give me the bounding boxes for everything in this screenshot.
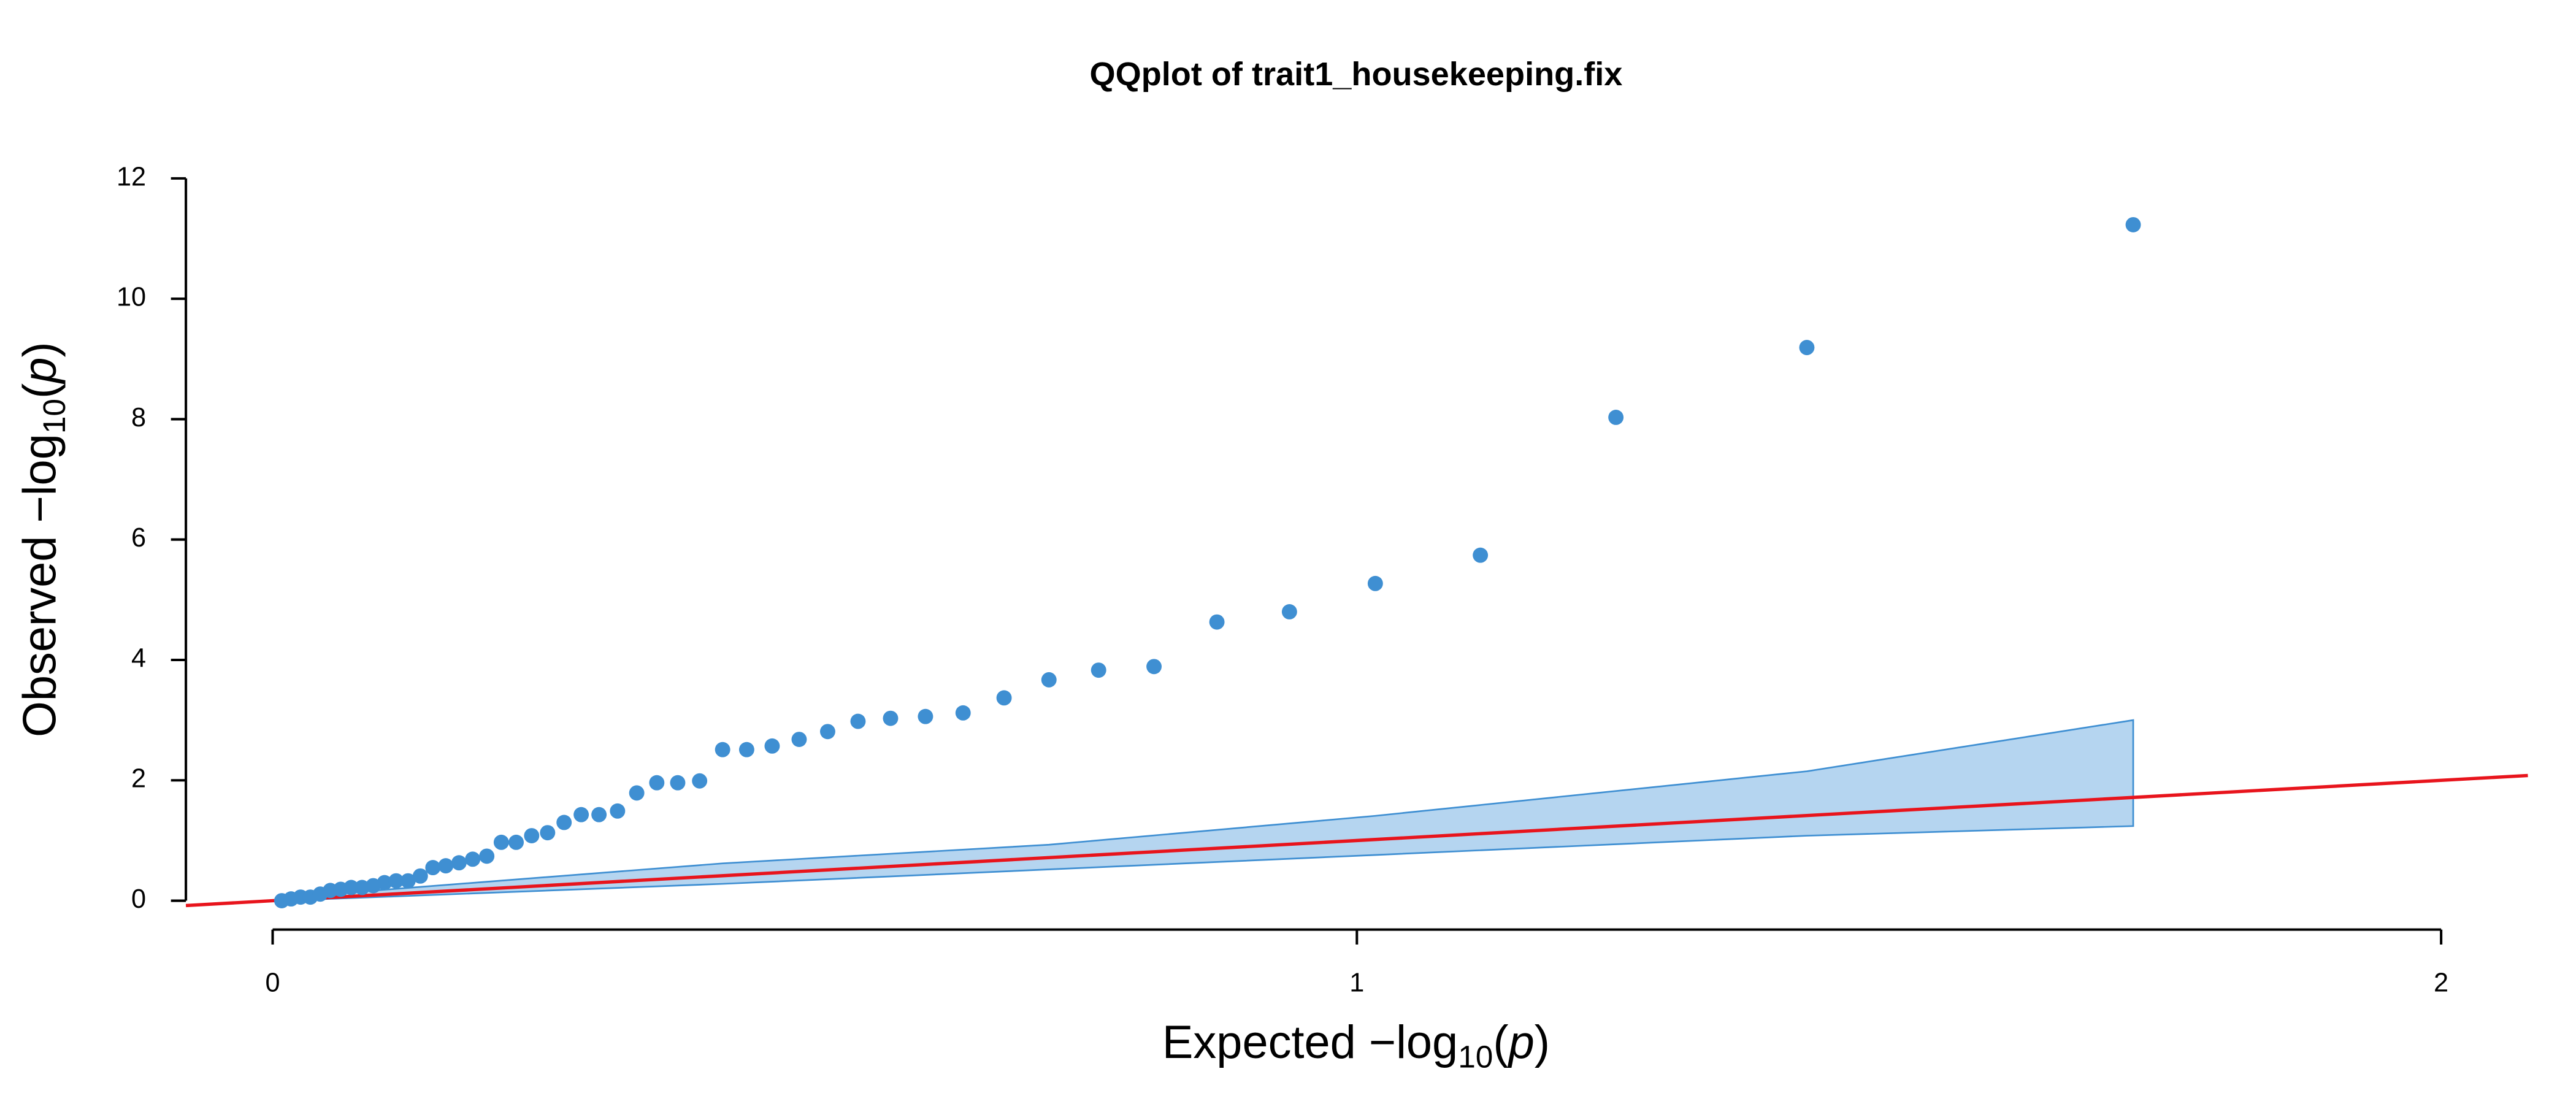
x-label-part: ) (1535, 1016, 1550, 1068)
point (791, 732, 807, 747)
point (955, 705, 971, 721)
point (2125, 217, 2141, 232)
point (738, 742, 754, 757)
point (540, 825, 556, 841)
point (850, 713, 866, 729)
point (1608, 410, 1624, 425)
y-tick-label: 8 (131, 403, 146, 432)
point (918, 708, 933, 724)
point (508, 834, 524, 850)
y-tick-label: 12 (117, 162, 146, 191)
x-label-part: ( (1493, 1016, 1508, 1068)
x-tick-label: 2 (2434, 968, 2448, 997)
y-label-part: Observed −log (13, 434, 66, 737)
point (556, 815, 572, 830)
point (400, 873, 416, 889)
point (438, 858, 454, 874)
point (479, 848, 495, 864)
y-axis-label: Observed −log10(p) (13, 342, 71, 737)
point (1041, 672, 1057, 688)
chart-title: QQplot of trait1_housekeeping.fix (1090, 56, 1623, 93)
point (343, 880, 359, 895)
y-label-part: ( (13, 383, 66, 399)
point (412, 868, 428, 884)
point (425, 860, 441, 876)
y-tick-label: 4 (131, 643, 146, 673)
point (493, 834, 509, 850)
point (819, 724, 835, 740)
point (524, 828, 540, 844)
point (764, 738, 780, 754)
point (670, 775, 686, 791)
point (573, 807, 589, 822)
point (692, 773, 708, 789)
reference-line (185, 773, 2528, 908)
x-label-part: Expected −log (1162, 1016, 1458, 1068)
y-tick-label: 0 (131, 884, 146, 914)
point (715, 742, 730, 757)
point (1473, 547, 1489, 563)
y-tick-label: 6 (131, 523, 146, 553)
point (1281, 604, 1297, 619)
point (591, 807, 607, 822)
x-label-part: p (1508, 1016, 1535, 1068)
x-tick-label: 0 (265, 968, 280, 997)
point (1209, 614, 1225, 630)
y-label-part: ) (13, 342, 66, 357)
point (388, 873, 404, 889)
y-tick-label: 10 (117, 283, 146, 312)
x-axis-label: Expected −log10(p) (1162, 1016, 1550, 1074)
point (1799, 340, 1815, 356)
point (377, 875, 393, 891)
point (996, 690, 1012, 706)
point (629, 785, 645, 801)
point (465, 851, 481, 867)
point (1367, 575, 1383, 591)
x-tick-label: 1 (1349, 968, 1364, 997)
confidence-band (281, 719, 2134, 902)
point (649, 775, 665, 791)
point (1146, 659, 1162, 675)
point (1091, 662, 1106, 678)
y-label-part: p (13, 358, 66, 385)
y-tick-label: 2 (131, 764, 146, 794)
y-label-sub: 10 (36, 399, 72, 434)
point (610, 803, 626, 819)
point (451, 855, 467, 871)
x-label-sub: 10 (1458, 1038, 1493, 1074)
point (883, 710, 899, 726)
